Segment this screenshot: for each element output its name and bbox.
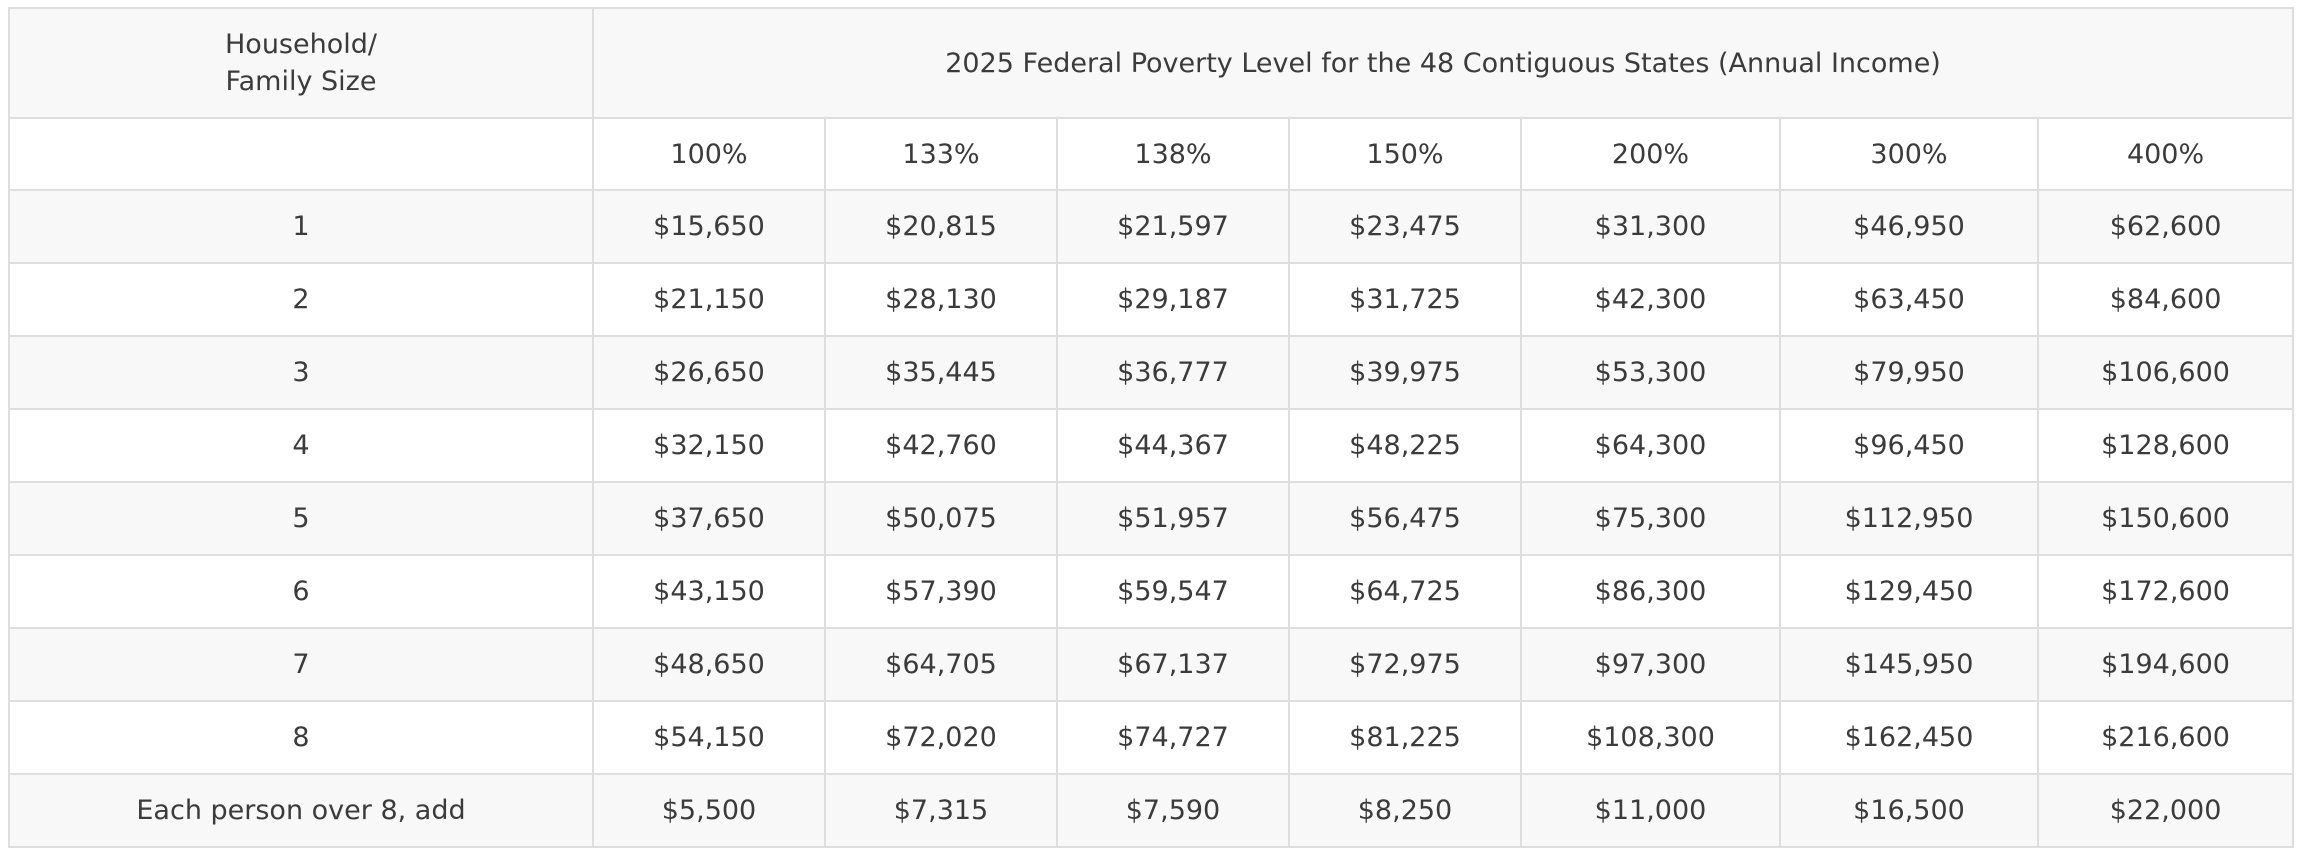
income-value-cell: $129,450: [1779, 554, 2039, 629]
income-value-cell: $112,950: [1779, 481, 2039, 556]
percent-column-header: 200%: [1520, 117, 1781, 191]
household-size-cell: 5: [8, 481, 594, 556]
income-value-cell: $5,500: [592, 773, 826, 848]
household-size-header: Household/ Family Size: [8, 7, 594, 119]
table-body: Household/ Family Size 2025 Federal Pove…: [8, 7, 2295, 848]
income-value-cell: $31,300: [1520, 189, 1781, 264]
income-value-cell: $56,475: [1288, 481, 1522, 556]
income-value-cell: $51,957: [1056, 481, 1290, 556]
income-value-cell: $128,600: [2036, 408, 2295, 483]
income-value-cell: $35,445: [824, 335, 1058, 410]
income-value-cell: $64,725: [1288, 554, 1522, 629]
income-value-cell: $81,225: [1288, 700, 1522, 775]
table-row: 6 $43,150 $57,390 $59,547 $64,725 $86,300 $129…: [8, 554, 2295, 629]
percent-column-header: 138%: [1056, 117, 1290, 191]
income-value-cell: $22,000: [2036, 773, 2295, 848]
household-size-cell: 7: [8, 627, 594, 702]
income-value-cell: $26,650: [592, 335, 826, 410]
income-value-cell: $21,597: [1056, 189, 1290, 264]
table-row: 2 $21,150 $28,130 $29,187 $31,725 $42,300 $63,…: [8, 262, 2295, 337]
income-value-cell: $64,300: [1520, 408, 1781, 483]
income-value-cell: $96,450: [1779, 408, 2039, 483]
income-value-cell: $86,300: [1520, 554, 1781, 629]
income-value-cell: $54,150: [592, 700, 826, 775]
income-value-cell: $216,600: [2036, 700, 2295, 775]
income-value-cell: $84,600: [2036, 262, 2295, 337]
income-value-cell: $150,600: [2036, 481, 2295, 556]
income-value-cell: $21,150: [592, 262, 826, 337]
income-value-cell: $72,020: [824, 700, 1058, 775]
income-value-cell: $64,705: [824, 627, 1058, 702]
income-value-cell: $36,777: [1056, 335, 1290, 410]
household-size-cell: 2: [8, 262, 594, 337]
income-value-cell: $59,547: [1056, 554, 1290, 629]
income-value-cell: $39,975: [1288, 335, 1522, 410]
household-size-cell: 4: [8, 408, 594, 483]
income-value-cell: $23,475: [1288, 189, 1522, 264]
income-value-cell: $16,500: [1779, 773, 2039, 848]
household-size-cell: 3: [8, 335, 594, 410]
income-value-cell: $145,950: [1779, 627, 2039, 702]
table-row: 4 $32,150 $42,760 $44,367 $48,225 $64,300 $96,…: [8, 408, 2295, 483]
income-value-cell: $108,300: [1520, 700, 1781, 775]
table-row: 3 $26,650 $35,445 $36,777 $39,975 $53,300 $79,…: [8, 335, 2295, 410]
income-value-cell: $44,367: [1056, 408, 1290, 483]
income-value-cell: $31,725: [1288, 262, 1522, 337]
percent-column-header: 400%: [2036, 117, 2295, 191]
income-value-cell: $97,300: [1520, 627, 1781, 702]
income-value-cell: $7,315: [824, 773, 1058, 848]
table-row: 5 $37,650 $50,075 $51,957 $56,475 $75,300 $112…: [8, 481, 2295, 556]
income-value-cell: $48,225: [1288, 408, 1522, 483]
table-row: 8 $54,150 $72,020 $74,727 $81,225 $108,300 $16…: [8, 700, 2295, 775]
income-value-cell: $62,600: [2036, 189, 2295, 264]
table-row: Each person over 8, add $5,500 $7,315 $7,59…: [8, 773, 2295, 848]
income-value-cell: $20,815: [824, 189, 1058, 264]
household-size-cell: 8: [8, 700, 594, 775]
percent-header-row: 100% 133% 138% 150% 200% 300% 400%: [8, 117, 2295, 191]
empty-header-cell: [8, 117, 594, 191]
income-value-cell: $106,600: [2036, 335, 2295, 410]
income-value-cell: $79,950: [1779, 335, 2039, 410]
income-value-cell: $11,000: [1520, 773, 1781, 848]
income-value-cell: $67,137: [1056, 627, 1290, 702]
percent-column-header: 133%: [824, 117, 1058, 191]
household-size-cell: 6: [8, 554, 594, 629]
poverty-level-table: Household/ Family Size 2025 Federal Pove…: [8, 7, 2295, 848]
percent-column-header: 300%: [1779, 117, 2039, 191]
income-value-cell: $53,300: [1520, 335, 1781, 410]
income-value-cell: $48,650: [592, 627, 826, 702]
income-value-cell: $43,150: [592, 554, 826, 629]
income-value-cell: $162,450: [1779, 700, 2039, 775]
income-value-cell: $42,760: [824, 408, 1058, 483]
percent-column-header: 150%: [1288, 117, 1522, 191]
table-header-row: Household/ Family Size 2025 Federal Pove…: [8, 7, 2295, 119]
income-value-cell: $46,950: [1779, 189, 2039, 264]
table-row: 7 $48,650 $64,705 $67,137 $72,975 $97,300 $145…: [8, 627, 2295, 702]
household-size-cell: 1: [8, 189, 594, 264]
income-value-cell: $172,600: [2036, 554, 2295, 629]
income-value-cell: $7,590: [1056, 773, 1290, 848]
income-value-cell: $72,975: [1288, 627, 1522, 702]
income-value-cell: $42,300: [1520, 262, 1781, 337]
income-value-cell: $57,390: [824, 554, 1058, 629]
household-size-header-line: Family Size: [225, 66, 377, 97]
income-value-cell: $194,600: [2036, 627, 2295, 702]
income-value-cell: $29,187: [1056, 262, 1290, 337]
table-row: 1 $15,650 $20,815 $21,597 $23,475 $31,300 $46,…: [8, 189, 2295, 264]
percent-column-header: 100%: [592, 117, 826, 191]
income-value-cell: $75,300: [1520, 481, 1781, 556]
income-value-cell: $15,650: [592, 189, 826, 264]
household-size-cell: Each person over 8, add: [8, 773, 594, 848]
income-value-cell: $28,130: [824, 262, 1058, 337]
table-title: 2025 Federal Poverty Level for the 48 Co…: [591, 7, 2295, 119]
household-size-header-line: Household/: [225, 29, 377, 60]
income-value-cell: $37,650: [592, 481, 826, 556]
income-value-cell: $8,250: [1288, 773, 1522, 848]
income-value-cell: $74,727: [1056, 700, 1290, 775]
income-value-cell: $63,450: [1779, 262, 2039, 337]
income-value-cell: $50,075: [824, 481, 1058, 556]
income-value-cell: $32,150: [592, 408, 826, 483]
